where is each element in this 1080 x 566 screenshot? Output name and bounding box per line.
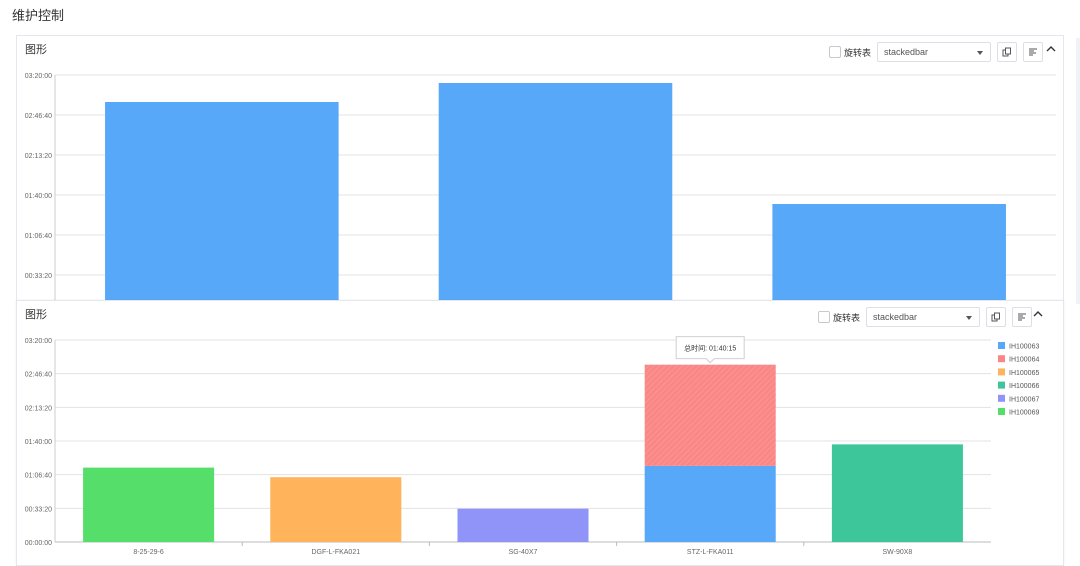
chart-panel-1: 图形 旋转表 stackedbar 00:00:0000:33:2001:06:… — [16, 35, 1064, 303]
align-left-icon — [1018, 313, 1027, 321]
collapse-button[interactable] — [1031, 307, 1045, 321]
chart-toolbar: 旋转表 stackedbar — [818, 307, 1033, 327]
bar — [772, 204, 1006, 302]
panel-title: 图形 — [25, 309, 47, 321]
bar-segment — [270, 477, 402, 542]
panel-title: 图形 — [25, 44, 47, 56]
legend-label: IH100065 — [1009, 370, 1039, 377]
copy-button[interactable] — [997, 42, 1018, 62]
y-tick-label: 00:33:20 — [25, 273, 52, 280]
rotate-table-label: 旋转表 — [844, 47, 872, 58]
stacked-bar-chart: 00:00:00 00:33:20 01:06:40 01:40:00 02:13:20… — [25, 336, 1039, 556]
chart-type-select[interactable]: stackedbar — [877, 42, 992, 62]
tooltip-text: 总时间: 01:40:15 — [684, 344, 736, 353]
rotate-table-checkbox[interactable] — [829, 46, 841, 58]
rotate-table-label: 旋转表 — [833, 312, 861, 323]
legend-swatch — [998, 368, 1005, 376]
chart-panel-2: 图形 旋转表 stackedbar 00:00:00 00:33:20 01:06:… — [16, 300, 1064, 566]
y-tick-label: 03:20:00 — [25, 73, 52, 80]
x-tick-label: STZ-L-FKA011 — [687, 549, 734, 556]
x-tick-label: 8-25-29-6 — [133, 549, 163, 556]
legend-label: IH100066 — [1009, 383, 1039, 390]
legend-label: IH100067 — [1009, 396, 1039, 403]
chevron-down-icon — [966, 316, 973, 320]
legend-swatch — [998, 355, 1005, 363]
x-tick-label: DGF-L-FKA021 — [311, 549, 360, 556]
y-tick-label: 00:00:00 — [25, 540, 52, 547]
tooltip-box — [675, 336, 745, 364]
chevron-up-icon — [1046, 46, 1056, 52]
legend-swatch — [998, 342, 1005, 349]
align-button[interactable] — [1023, 42, 1044, 62]
page-title: 维护控制 — [12, 8, 65, 23]
bar — [438, 83, 673, 302]
copy-button[interactable] — [986, 307, 1007, 327]
collapse-button[interactable] — [1044, 42, 1058, 56]
y-tick-label: 02:13:20 — [25, 153, 52, 160]
legend-swatch — [998, 394, 1005, 402]
copy-icon — [1002, 47, 1012, 57]
legend-swatch — [998, 408, 1005, 415]
bar-segment — [644, 364, 776, 466]
y-tick-label: 01:40:00 — [25, 439, 52, 446]
x-tick-label: SG-40X7 — [509, 549, 538, 556]
bar-chart: 00:00:0000:33:2001:06:4001:40:0002:13:20… — [25, 73, 1056, 302]
bar-segment — [644, 465, 776, 542]
scroll-edge — [1076, 38, 1080, 304]
chevron-down-icon — [977, 51, 984, 55]
y-tick-label: 00:33:20 — [25, 506, 52, 513]
chart-type-value: stackedbar — [884, 47, 929, 57]
chart-type-value: stackedbar — [873, 312, 918, 322]
chart-toolbar: 旋转表 stackedbar — [829, 42, 1044, 62]
align-left-icon — [1029, 48, 1038, 56]
bar-segment — [83, 467, 215, 542]
x-tick-label: SW-90X8 — [882, 549, 912, 556]
y-tick-label: 01:06:40 — [25, 233, 52, 240]
bar — [105, 102, 339, 302]
y-tick-label: 02:13:20 — [25, 405, 52, 412]
legend-label: IH100069 — [1009, 410, 1039, 417]
y-tick-label: 01:06:40 — [25, 473, 52, 480]
bar-segment — [831, 444, 963, 542]
legend-label: IH100063 — [1009, 344, 1039, 351]
y-tick-label: 02:46:40 — [25, 372, 52, 379]
legend-swatch — [998, 381, 1005, 389]
y-tick-label: 02:46:40 — [25, 113, 52, 120]
rotate-table-checkbox[interactable] — [818, 311, 830, 323]
align-button[interactable] — [1012, 307, 1033, 327]
bar-segment — [457, 508, 589, 542]
legend-label: IH100064 — [1009, 357, 1039, 364]
chevron-up-icon — [1033, 311, 1043, 317]
copy-icon — [991, 312, 1001, 322]
y-tick-label: 01:40:00 — [25, 193, 52, 200]
y-tick-label: 03:20:00 — [25, 338, 52, 345]
chart-type-select[interactable]: stackedbar — [866, 307, 981, 327]
